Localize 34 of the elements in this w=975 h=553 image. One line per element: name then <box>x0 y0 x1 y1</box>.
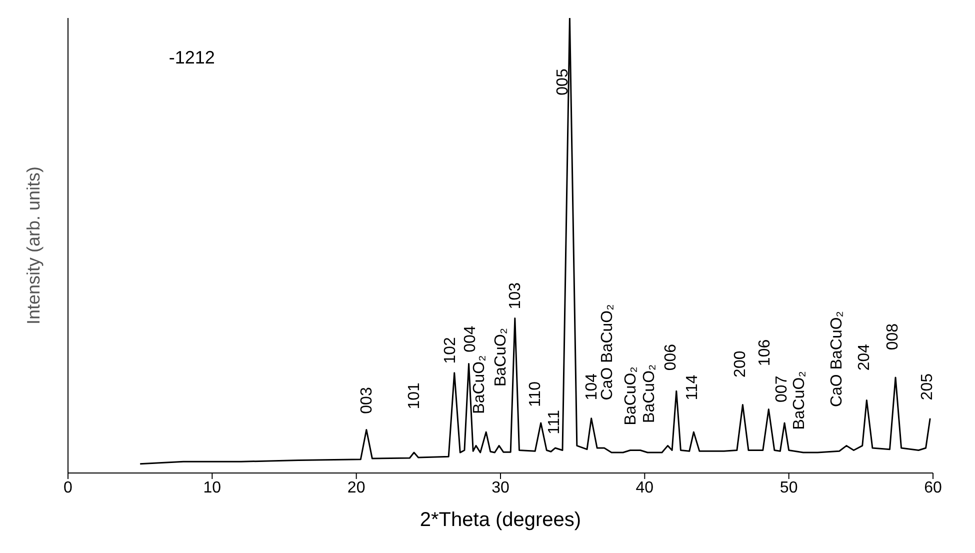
x-tick-label: 10 <box>203 479 222 496</box>
x-tick-label: 30 <box>492 479 510 496</box>
annotation: 003 <box>358 387 376 414</box>
annotation: BaCuO₂ <box>470 355 488 414</box>
annotation: 204 <box>856 344 873 371</box>
annotation: 102 <box>442 337 460 364</box>
x-tick-label: 40 <box>636 479 654 496</box>
x-tick-label: 0 <box>64 479 73 496</box>
annotation: BaCuO₂ <box>492 328 510 387</box>
annotation: BaCuO₂ <box>640 364 658 423</box>
annotation: CaO BaCuO₂ <box>599 304 616 400</box>
annotation: -1212 <box>168 48 215 68</box>
annotation: CaO BaCuO₂ <box>828 310 846 408</box>
annotation: BaCuO₂ <box>790 371 808 430</box>
annotation: 205 <box>919 373 936 400</box>
annotation: 114 <box>684 374 702 400</box>
annotation: 106 <box>756 339 774 366</box>
annotation: 111 <box>546 410 563 434</box>
annotation: 103 <box>506 282 524 310</box>
annotation: 110 <box>527 381 544 408</box>
annotation: 006 <box>662 344 680 371</box>
annotation: 007 <box>774 376 791 402</box>
x-tick-label: 20 <box>347 479 366 496</box>
annotation: 005 <box>554 68 572 96</box>
annotation: 101 <box>406 382 423 410</box>
x-tick-label: 50 <box>780 479 798 496</box>
annotation: BaCuO₂ <box>622 366 640 426</box>
annotation: 004 <box>462 326 480 352</box>
annotation: 200 <box>732 350 749 378</box>
x-tick-label: 60 <box>924 479 942 496</box>
y-axis-title: Intensity (arb. units) <box>23 166 44 325</box>
x-axis-title: 2*Theta (degrees) <box>420 509 582 531</box>
annotation: 008 <box>884 323 902 350</box>
annotation: 104 <box>583 373 600 400</box>
